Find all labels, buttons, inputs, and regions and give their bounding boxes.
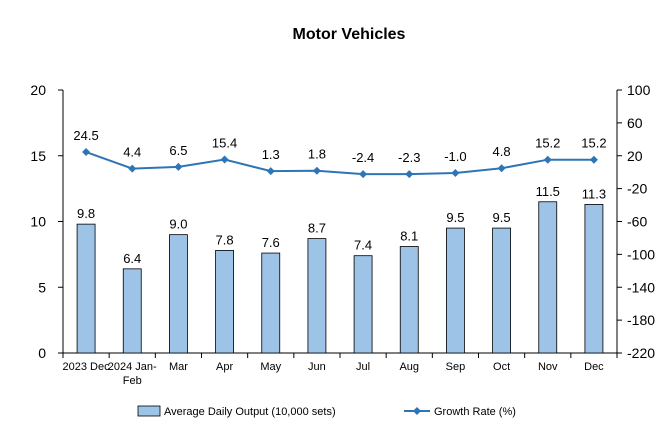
line-marker bbox=[82, 148, 91, 157]
axes: 0 5 10 15 20 -220 -180 -140 -100 -60 -20 20 60 100 202… bbox=[30, 82, 655, 387]
bar bbox=[76, 223, 96, 354]
line-marker bbox=[220, 155, 229, 164]
line-marker bbox=[497, 164, 506, 173]
line-marker bbox=[128, 164, 137, 173]
bar bbox=[538, 201, 558, 354]
x-tick-label: Oct bbox=[493, 361, 510, 373]
right-tick-label: 60 bbox=[627, 115, 643, 131]
line-value-label: 1.8 bbox=[308, 147, 326, 162]
right-tick-label: 100 bbox=[627, 82, 651, 98]
x-tick-label: Feb bbox=[123, 375, 142, 387]
left-tick-label: 20 bbox=[30, 82, 46, 98]
bar bbox=[215, 250, 234, 354]
bar-value-label: 8.7 bbox=[308, 221, 326, 236]
bar bbox=[446, 227, 465, 354]
right-tick-label: 20 bbox=[627, 148, 643, 164]
line-marker bbox=[589, 155, 598, 164]
line-value-label: 15.4 bbox=[212, 136, 237, 151]
bar-value-label: 9.5 bbox=[493, 210, 511, 225]
bar-series bbox=[76, 201, 604, 354]
bar-value-label: 11.3 bbox=[582, 186, 606, 201]
line-value-label: 15.2 bbox=[535, 136, 560, 151]
line-value-label: 4.8 bbox=[493, 144, 511, 159]
line-value-label: 6.5 bbox=[169, 143, 187, 158]
bar-value-label: 7.4 bbox=[354, 238, 372, 253]
bar bbox=[307, 238, 327, 354]
x-tick-label: 2024 Jan- bbox=[108, 361, 157, 373]
right-tick-label: -100 bbox=[627, 246, 655, 262]
data-labels: 9.8 6.4 9.0 7.8 7.6 8.7 7.4 8.1 9.5 9.5 11.5 11.3 24… bbox=[73, 128, 606, 266]
line-marker bbox=[312, 166, 321, 175]
x-tick-label: Apr bbox=[216, 361, 233, 373]
legend-bar-swatch bbox=[137, 405, 161, 417]
line-marker bbox=[543, 155, 552, 164]
bar-value-label: 9.0 bbox=[169, 217, 187, 232]
line-series bbox=[82, 148, 598, 179]
bar-value-label: 11.5 bbox=[536, 184, 560, 199]
x-tick-label: Jul bbox=[356, 361, 370, 373]
line-value-label: -1.0 bbox=[444, 149, 466, 164]
bar bbox=[492, 227, 511, 354]
x-tick-label: Sep bbox=[446, 361, 466, 373]
legend: Average Daily Output (10,000 sets) Growth… bbox=[137, 405, 516, 418]
bar-value-label: 7.8 bbox=[216, 232, 234, 247]
line-marker bbox=[174, 162, 183, 171]
bar-value-label: 7.6 bbox=[262, 235, 280, 250]
bar bbox=[169, 234, 188, 354]
right-tick-label: -60 bbox=[627, 214, 647, 230]
right-tick-label: -140 bbox=[627, 279, 655, 295]
right-tick-label: -180 bbox=[627, 312, 655, 328]
line-marker bbox=[359, 170, 368, 179]
growth-rate-line bbox=[85, 151, 594, 176]
bar-value-label: 8.1 bbox=[400, 228, 418, 243]
x-tick-label: Nov bbox=[538, 361, 558, 373]
bar bbox=[584, 204, 604, 354]
bar bbox=[399, 246, 419, 354]
line-value-label: -2.4 bbox=[352, 150, 374, 165]
x-tick-label: Jun bbox=[308, 361, 326, 373]
line-marker bbox=[405, 170, 414, 179]
left-tick-label: 5 bbox=[38, 279, 46, 295]
line-value-label: 24.5 bbox=[73, 128, 98, 143]
bar-value-label: 9.5 bbox=[446, 210, 464, 225]
legend-line-label: Growth Rate (%) bbox=[434, 406, 516, 418]
x-tick-label: Dec bbox=[584, 361, 604, 373]
bar bbox=[353, 255, 373, 354]
bar bbox=[122, 268, 142, 354]
bar-value-label: 9.8 bbox=[77, 206, 95, 221]
left-tick-label: 15 bbox=[30, 148, 46, 164]
line-value-label: 1.3 bbox=[262, 147, 280, 162]
left-tick-label: 10 bbox=[30, 214, 46, 230]
legend-bar-label: Average Daily Output (10,000 sets) bbox=[164, 406, 336, 418]
right-tick-label: -20 bbox=[627, 181, 647, 197]
line-value-label: 4.4 bbox=[123, 145, 141, 160]
x-tick-label: 2023 Dec bbox=[63, 361, 111, 373]
bar bbox=[261, 252, 281, 354]
line-marker bbox=[451, 169, 460, 178]
left-tick-label: 0 bbox=[38, 345, 46, 361]
right-tick-label: -220 bbox=[627, 345, 655, 361]
line-marker bbox=[266, 167, 275, 176]
x-tick-label: May bbox=[260, 361, 281, 373]
line-value-label: -2.3 bbox=[398, 150, 420, 165]
chart-title: Motor Vehicles bbox=[293, 26, 406, 43]
x-tick-label: Aug bbox=[399, 361, 419, 373]
bar-value-label: 6.4 bbox=[123, 251, 141, 266]
x-tick-label: Mar bbox=[169, 361, 188, 373]
legend-line-marker bbox=[413, 407, 421, 415]
line-value-label: 15.2 bbox=[581, 136, 606, 151]
